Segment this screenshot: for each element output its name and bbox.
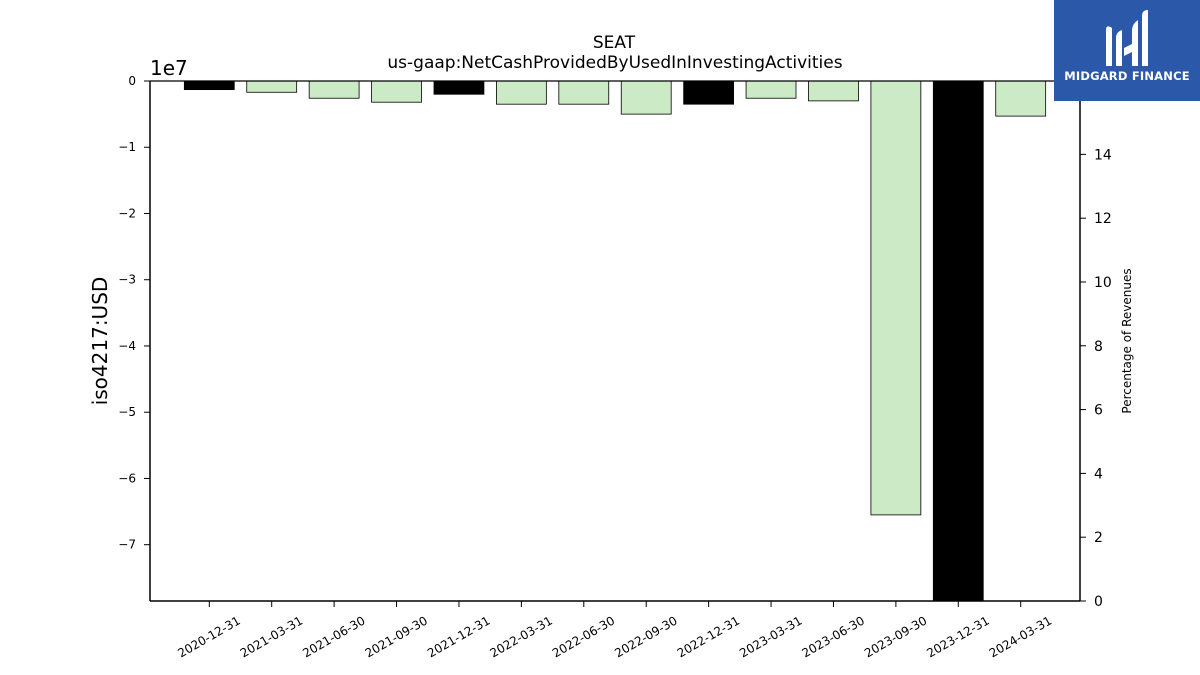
- y-tick-label: −5: [118, 405, 136, 419]
- chart-title: SEAT: [593, 33, 636, 53]
- bar: [745, 80, 797, 99]
- bar: [371, 80, 422, 103]
- bar: [496, 80, 547, 105]
- x-tick-label: 2023-06-30: [800, 613, 867, 660]
- x-tick-label: 2020-12-31: [175, 613, 242, 660]
- bar: [683, 80, 734, 105]
- x-tick-label: 2022-12-31: [675, 613, 742, 660]
- y-tick-label: −7: [118, 538, 136, 552]
- x-tick-label: 2021-12-31: [425, 613, 492, 660]
- bar: [558, 80, 610, 105]
- y2-tick-label: 2: [1094, 530, 1103, 546]
- axes: [144, 80, 1086, 607]
- y-tick-label: −4: [118, 339, 136, 353]
- x-tick-label: 2022-06-30: [550, 613, 617, 660]
- y2-tick-label: 8: [1094, 339, 1103, 355]
- y-tick-label: −3: [118, 273, 136, 287]
- x-tick-label: 2023-09-30: [862, 613, 929, 660]
- y2-tick-label: 12: [1094, 211, 1112, 227]
- y2-tick-label: 4: [1094, 466, 1103, 482]
- x-tick-label: 2021-06-30: [300, 613, 367, 660]
- bar: [808, 80, 859, 102]
- bar: [620, 80, 672, 115]
- bar: [308, 80, 360, 99]
- bar: [433, 80, 485, 95]
- y-tick-label: −1: [118, 140, 136, 154]
- x-tick-label: 2023-12-31: [924, 613, 991, 660]
- y-tick-label: −2: [118, 206, 136, 220]
- y-offset-label: 1e7: [150, 56, 188, 80]
- chart-subtitle: us-gaap:NetCashProvidedByUsedInInvesting…: [387, 53, 842, 73]
- bar: [995, 80, 1047, 117]
- y-tick-label: 0: [128, 74, 136, 88]
- y-tick-label: −6: [118, 471, 136, 485]
- y2-tick-label: 6: [1094, 403, 1103, 419]
- x-tick-label: 2023-03-31: [737, 613, 804, 660]
- x-tick-label: 2021-03-31: [238, 613, 305, 660]
- y2-tick-label: 0: [1094, 594, 1103, 610]
- midgard-finance-logo: MIDGARD FINANCE: [1054, 0, 1200, 101]
- y-axis-label: iso4217:USD: [88, 277, 112, 406]
- bar: [183, 80, 235, 91]
- bar: [870, 80, 922, 516]
- y2-axis-label: Percentage of Revenues: [1120, 268, 1134, 413]
- logo-mark-icon: [1106, 10, 1148, 66]
- bar: [932, 80, 984, 602]
- x-tick-label: 2024-03-31: [987, 613, 1054, 660]
- bar: [246, 80, 298, 93]
- x-tick-label: 2022-09-30: [612, 613, 679, 660]
- logo-text: MIDGARD FINANCE: [1064, 69, 1190, 83]
- axes-frame: [149, 80, 1081, 602]
- x-tick-label: 2021-09-30: [363, 613, 430, 660]
- y2-tick-label: 10: [1094, 275, 1112, 291]
- bars: [183, 80, 1047, 602]
- x-tick-label: 2022-03-31: [487, 613, 554, 660]
- y2-tick-label: 14: [1094, 147, 1112, 163]
